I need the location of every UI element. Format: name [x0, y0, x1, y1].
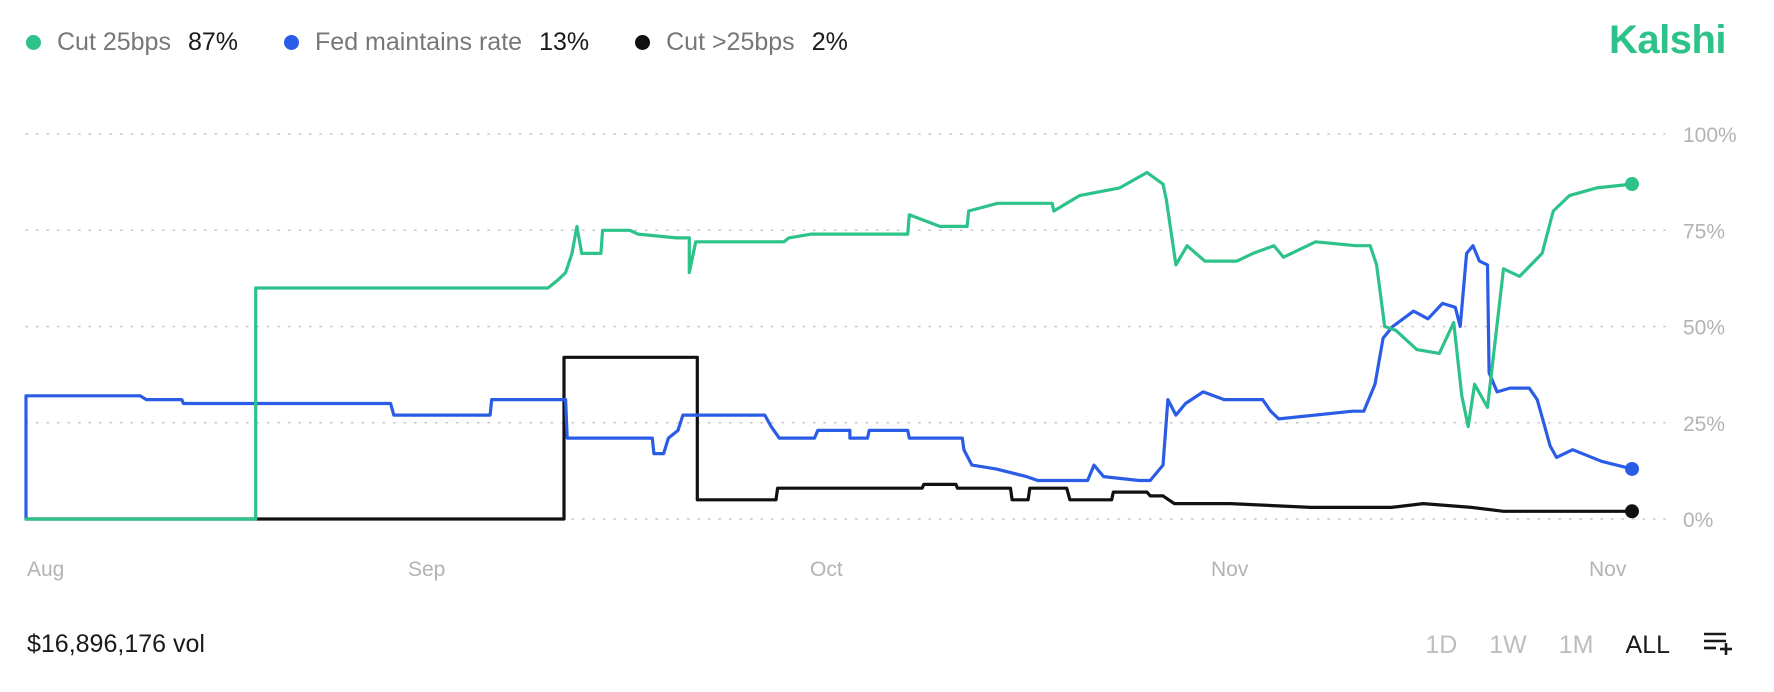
legend-item[interactable]: Cut >25bps 2% — [635, 28, 848, 57]
x-tick-label: Aug — [27, 558, 64, 581]
legend-dot-icon — [284, 35, 300, 50]
chart-footer: $16,896,176 vol 1D 1W 1M ALL — [0, 620, 1774, 680]
series-line — [24, 170, 1634, 521]
legend-value: 13% — [539, 28, 590, 56]
legend-dot-icon — [635, 35, 651, 50]
time-range-selector: 1D 1W 1M ALL — [1393, 628, 1734, 663]
series-end-point — [1625, 504, 1639, 519]
legend-dot-icon — [26, 35, 41, 50]
volume-label: $16,896,176 vol — [27, 630, 205, 658]
legend-value: 87% — [187, 28, 239, 56]
y-tick-label: 0% — [1683, 509, 1713, 532]
x-tick-label: Sep — [408, 558, 445, 581]
legend-label: Cut >25bps — [666, 28, 795, 56]
y-tick-label: 50% — [1683, 317, 1725, 340]
x-tick-label: Nov — [1589, 558, 1627, 581]
legend-item[interactable]: Cut 25bps 87% — [26, 28, 238, 57]
price-chart[interactable]: 0% 25% 50% 75% 100% Aug Sep Oct Nov Nov — [0, 0, 1774, 600]
y-tick-label: 25% — [1683, 413, 1725, 436]
x-tick-label: Nov — [1211, 558, 1249, 581]
x-tick-label: Oct — [810, 558, 843, 581]
kalshi-logo: Kalshi — [1608, 18, 1727, 62]
y-tick-label: 75% — [1683, 220, 1725, 243]
series-end-point — [1625, 461, 1639, 476]
chart-legend: Cut 25bps 87% Fed maintains rate 13% Cut >25… — [26, 28, 894, 57]
range-button-all[interactable]: ALL — [1625, 631, 1670, 659]
range-button-1d[interactable]: 1D — [1425, 631, 1458, 659]
range-button-1w[interactable]: 1W — [1489, 631, 1527, 659]
range-button-1m[interactable]: 1M — [1558, 631, 1594, 659]
y-tick-label: 100% — [1683, 124, 1737, 147]
list-add-icon[interactable] — [1702, 628, 1734, 663]
legend-label: Cut 25bps — [57, 28, 171, 56]
legend-item[interactable]: Fed maintains rate 13% — [284, 28, 589, 57]
series-line — [24, 355, 1634, 521]
legend-value: 2% — [811, 28, 848, 56]
legend-label: Fed maintains rate — [315, 28, 523, 56]
series-end-point — [1625, 177, 1639, 192]
series-line — [24, 244, 1634, 521]
